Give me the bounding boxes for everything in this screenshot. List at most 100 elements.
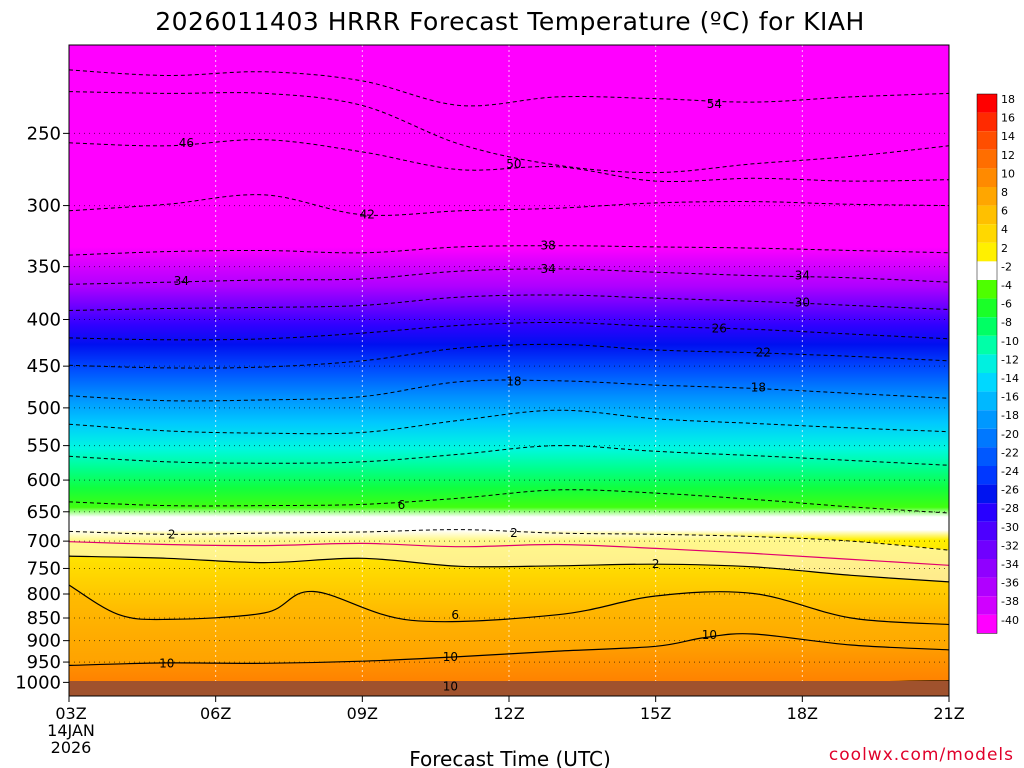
colorbar-label-26: -36 — [1001, 577, 1019, 590]
colorbar-label-5: 8 — [1001, 186, 1008, 199]
colorbar-label-13: -10 — [1001, 335, 1019, 348]
colorbar-swatch-28 — [977, 614, 997, 634]
colorbar-label-19: -22 — [1001, 446, 1019, 459]
contour-lines — [69, 69, 949, 691]
contour--46 — [69, 139, 949, 183]
colorbar-label-22: -28 — [1001, 502, 1019, 515]
ytick-label-900: 900 — [27, 631, 61, 652]
colorbar-swatch-7 — [977, 224, 997, 243]
chart-title: 2026011403 HRRR Forecast Temperature (ºC… — [155, 7, 865, 36]
contour-6 — [69, 584, 949, 626]
colorbar-swatch-17 — [977, 410, 997, 429]
colorbar-swatch-25 — [977, 559, 997, 578]
contour-label-20: 10 — [443, 650, 458, 664]
contour-label-8: 30 — [795, 295, 810, 309]
contour-label-9: 26 — [712, 321, 727, 335]
contour--18 — [69, 379, 949, 402]
contour-label-7: 34 — [795, 269, 810, 283]
contour--14 — [69, 409, 949, 435]
colorbar-swatch-9 — [977, 261, 997, 280]
colorbar-swatch-1 — [977, 112, 997, 132]
colorbar-label-16: -16 — [1001, 391, 1019, 404]
ytick-label-300: 300 — [27, 196, 61, 217]
colorbar: 18 16 14 12 10 8 6 4 2 -2 -4 -6 -8 -10 -12 -14 -16 -18 -20… — [976, 93, 1019, 634]
colorbar-swatch-4 — [977, 168, 997, 187]
colorbar-swatch-16 — [977, 391, 997, 411]
contour-label-17: 6 — [451, 608, 459, 622]
colorbar-label-15: -14 — [1001, 372, 1019, 385]
colorbar-swatch-18 — [977, 428, 997, 448]
contour-0 — [69, 541, 949, 566]
contour-label-2: 46 — [179, 136, 194, 150]
contour-label-10: 22 — [756, 346, 771, 360]
colorbar-label-3: 12 — [1001, 149, 1015, 162]
contour-label-14: 2 — [168, 527, 176, 541]
colorbar-label-20: -24 — [1001, 465, 1019, 478]
contour--22 — [69, 343, 949, 369]
ytick-label-1000: 1000 — [15, 672, 61, 693]
xtick-label-21Z: 21Z — [933, 704, 964, 723]
colorbar-label-14: -12 — [1001, 353, 1019, 366]
colorbar-swatch-24 — [977, 540, 997, 559]
contour-label-15: 2 — [510, 526, 518, 540]
ytick-label-450: 450 — [27, 356, 61, 377]
colorbar-swatch-27 — [977, 596, 997, 615]
colorbar-swatch-26 — [977, 577, 997, 597]
contour-label-13: 6 — [398, 498, 406, 512]
colorbar-swatch-3 — [977, 149, 997, 169]
colorbar-swatch-2 — [977, 131, 997, 150]
xtick-label-12Z: 12Z — [493, 704, 524, 723]
contour-label-19: 10 — [159, 656, 174, 670]
colorbar-swatch-5 — [977, 187, 997, 206]
colorbar-label-7: 4 — [1001, 223, 1008, 236]
gridlines — [69, 45, 949, 696]
contour--50 — [69, 91, 949, 174]
xtick-label-18Z: 18Z — [787, 704, 818, 723]
colorbar-swatch-21 — [977, 484, 997, 504]
colorbar-label-4: 10 — [1001, 167, 1015, 180]
colorbar-label-6: 6 — [1001, 205, 1008, 218]
colorbar-swatch-8 — [977, 242, 997, 262]
contour-label-0: 54 — [707, 97, 722, 111]
colorbar-swatch-14 — [977, 354, 997, 373]
ytick-label-700: 700 — [27, 531, 61, 552]
ytick-label-850: 850 — [27, 608, 61, 629]
contour-label-6: 34 — [540, 262, 555, 276]
below-ground-mask — [69, 681, 949, 696]
contour-2 — [69, 555, 949, 583]
x-sub-date: 14JAN — [47, 721, 95, 740]
ytick-label-500: 500 — [27, 398, 61, 419]
x-sub-year: 2026 — [51, 738, 92, 757]
ytick-label-750: 750 — [27, 558, 61, 579]
colorbar-label-0: 18 — [1001, 93, 1015, 106]
ytick-label-250: 250 — [27, 123, 61, 144]
colorbar-label-21: -26 — [1001, 484, 1019, 497]
colorbar-label-10: -4 — [1001, 279, 1012, 292]
colorbar-swatch-22 — [977, 503, 997, 522]
colorbar-swatch-19 — [977, 447, 997, 466]
colorbar-label-24: -32 — [1001, 539, 1019, 552]
colorbar-label-12: -8 — [1001, 316, 1012, 329]
colorbar-label-23: -30 — [1001, 521, 1019, 534]
colorbar-label-2: 14 — [1001, 130, 1015, 143]
x-axis: 03Z 06Z 09Z 12Z 15Z 18Z 21Z — [55, 696, 965, 723]
colorbar-label-17: -18 — [1001, 409, 1019, 422]
x-axis-label: Forecast Time (UTC) — [409, 747, 611, 768]
contour-label-18: 10 — [702, 628, 717, 642]
contour-label-3: 42 — [360, 208, 375, 222]
colorbar-frame — [976, 93, 998, 634]
ytick-label-650: 650 — [27, 502, 61, 523]
contour-10 — [69, 633, 949, 666]
contour-label-5: 34 — [174, 274, 189, 288]
colorbar-swatch-13 — [977, 335, 997, 355]
ytick-label-550: 550 — [27, 436, 61, 457]
colorbar-swatch-0 — [977, 94, 997, 113]
colorbar-label-11: -6 — [1001, 298, 1012, 311]
colorbar-label-8: 2 — [1001, 242, 1008, 255]
xtick-label-03Z: 03Z — [55, 704, 86, 723]
colorbar-swatch-20 — [977, 466, 997, 485]
xtick-label-06Z: 06Z — [200, 704, 231, 723]
credit-link[interactable]: coolwx.com/models — [829, 745, 1014, 765]
ytick-label-800: 800 — [27, 584, 61, 605]
